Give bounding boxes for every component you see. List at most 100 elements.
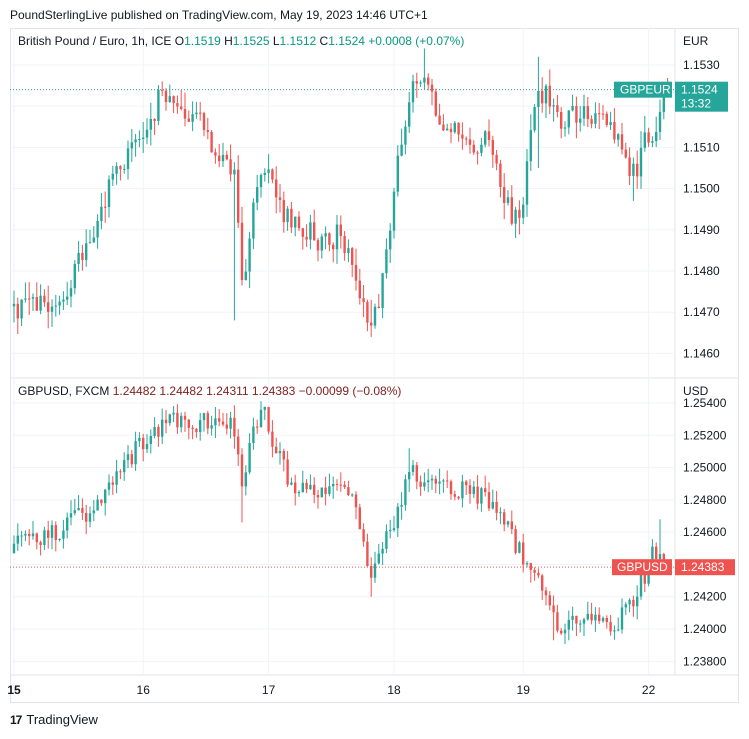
candle-body[interactable]	[362, 298, 365, 302]
candle-body[interactable]	[358, 507, 361, 530]
candle-body[interactable]	[518, 209, 521, 218]
candle-body[interactable]	[294, 216, 297, 228]
candle-body[interactable]	[248, 238, 251, 272]
candle-body[interactable]	[85, 243, 88, 260]
tradingview-footer[interactable]: 17 TradingView	[10, 712, 98, 727]
candle-body[interactable]	[609, 121, 612, 126]
candle-body[interactable]	[69, 513, 73, 518]
candle-body[interactable]	[533, 569, 536, 573]
candle-body[interactable]	[484, 488, 487, 493]
candle-body[interactable]	[453, 122, 456, 133]
candle-body[interactable]	[563, 629, 567, 634]
candle-body[interactable]	[225, 154, 228, 160]
candle-body[interactable]	[305, 236, 308, 240]
candle-body[interactable]	[252, 426, 255, 444]
candle-body[interactable]	[161, 419, 164, 437]
candle-body[interactable]	[259, 409, 263, 428]
candle-body[interactable]	[495, 154, 498, 164]
candle-body[interactable]	[92, 510, 95, 514]
candle-body[interactable]	[503, 186, 506, 203]
candle-body[interactable]	[126, 454, 130, 461]
candle-body[interactable]	[628, 157, 631, 176]
candle-body[interactable]	[487, 492, 491, 509]
candle-body[interactable]	[560, 111, 563, 129]
candle-body[interactable]	[199, 112, 202, 114]
candle-body[interactable]	[552, 605, 555, 613]
candle-body[interactable]	[195, 112, 198, 115]
candle-body[interactable]	[522, 542, 525, 565]
candle-body[interactable]	[138, 138, 141, 140]
candle-body[interactable]	[210, 131, 213, 153]
candle-body[interactable]	[309, 222, 312, 240]
candle-body[interactable]	[244, 271, 247, 281]
candle-body[interactable]	[324, 487, 327, 494]
candle-body[interactable]	[233, 417, 236, 437]
candle-body[interactable]	[461, 481, 464, 499]
candle-body[interactable]	[430, 478, 434, 481]
candle-body[interactable]	[142, 437, 145, 450]
candle-body[interactable]	[54, 305, 57, 307]
candle-body[interactable]	[362, 529, 365, 542]
candle-body[interactable]	[343, 236, 346, 254]
candle-body[interactable]	[339, 224, 342, 237]
candle-body[interactable]	[85, 512, 88, 522]
candle-body[interactable]	[130, 454, 133, 465]
candle-body[interactable]	[411, 465, 415, 472]
candle-body[interactable]	[613, 630, 616, 632]
candle-body[interactable]	[81, 252, 84, 260]
candle-body[interactable]	[567, 110, 570, 128]
candle-body[interactable]	[419, 481, 422, 487]
candle-body[interactable]	[370, 565, 373, 578]
candle-body[interactable]	[636, 596, 639, 607]
candle-body[interactable]	[111, 173, 114, 180]
candle-body[interactable]	[400, 505, 403, 507]
candle-body[interactable]	[598, 113, 601, 115]
candle-body[interactable]	[639, 147, 643, 177]
candle-body[interactable]	[24, 533, 27, 536]
candle-body[interactable]	[351, 248, 354, 265]
candle-body[interactable]	[446, 128, 449, 131]
candle-body[interactable]	[229, 159, 232, 175]
candle-body[interactable]	[628, 599, 631, 605]
candle-body[interactable]	[286, 208, 289, 223]
candle-body[interactable]	[377, 553, 380, 564]
candle-body[interactable]	[316, 494, 320, 498]
candle-body[interactable]	[548, 595, 551, 606]
candle-body[interactable]	[305, 482, 308, 490]
candle-body[interactable]	[343, 484, 346, 488]
candle-body[interactable]	[145, 443, 149, 450]
candle-body[interactable]	[172, 412, 175, 415]
candle-body[interactable]	[522, 204, 525, 218]
candle-body[interactable]	[582, 106, 586, 119]
candle-body[interactable]	[328, 486, 331, 494]
candle-body[interactable]	[487, 131, 491, 141]
candle-body[interactable]	[411, 81, 415, 103]
candle-body[interactable]	[461, 134, 464, 139]
candle-body[interactable]	[202, 113, 206, 131]
candle-body[interactable]	[35, 297, 38, 311]
candle-body[interactable]	[58, 538, 61, 541]
candle-body[interactable]	[153, 118, 156, 121]
candle-body[interactable]	[195, 428, 198, 433]
candle-body[interactable]	[237, 436, 240, 455]
candle-body[interactable]	[506, 197, 510, 203]
candle-body[interactable]	[290, 208, 293, 228]
candle-body[interactable]	[472, 144, 475, 153]
candle-body[interactable]	[476, 486, 479, 504]
candle-body[interactable]	[263, 172, 266, 175]
candle-body[interactable]	[533, 106, 536, 131]
candle-body[interactable]	[126, 148, 130, 169]
candle-body[interactable]	[377, 306, 380, 308]
candle-body[interactable]	[73, 510, 76, 514]
candle-body[interactable]	[316, 240, 320, 251]
candle-body[interactable]	[442, 480, 445, 482]
candle-body[interactable]	[537, 90, 540, 107]
candle-body[interactable]	[427, 480, 430, 483]
candle-body[interactable]	[62, 530, 65, 539]
candle-body[interactable]	[210, 425, 213, 429]
candle-body[interactable]	[655, 131, 658, 142]
candle-body[interactable]	[199, 420, 202, 433]
candle-body[interactable]	[259, 174, 263, 188]
candle-body[interactable]	[579, 623, 582, 625]
candle-body[interactable]	[244, 472, 247, 487]
